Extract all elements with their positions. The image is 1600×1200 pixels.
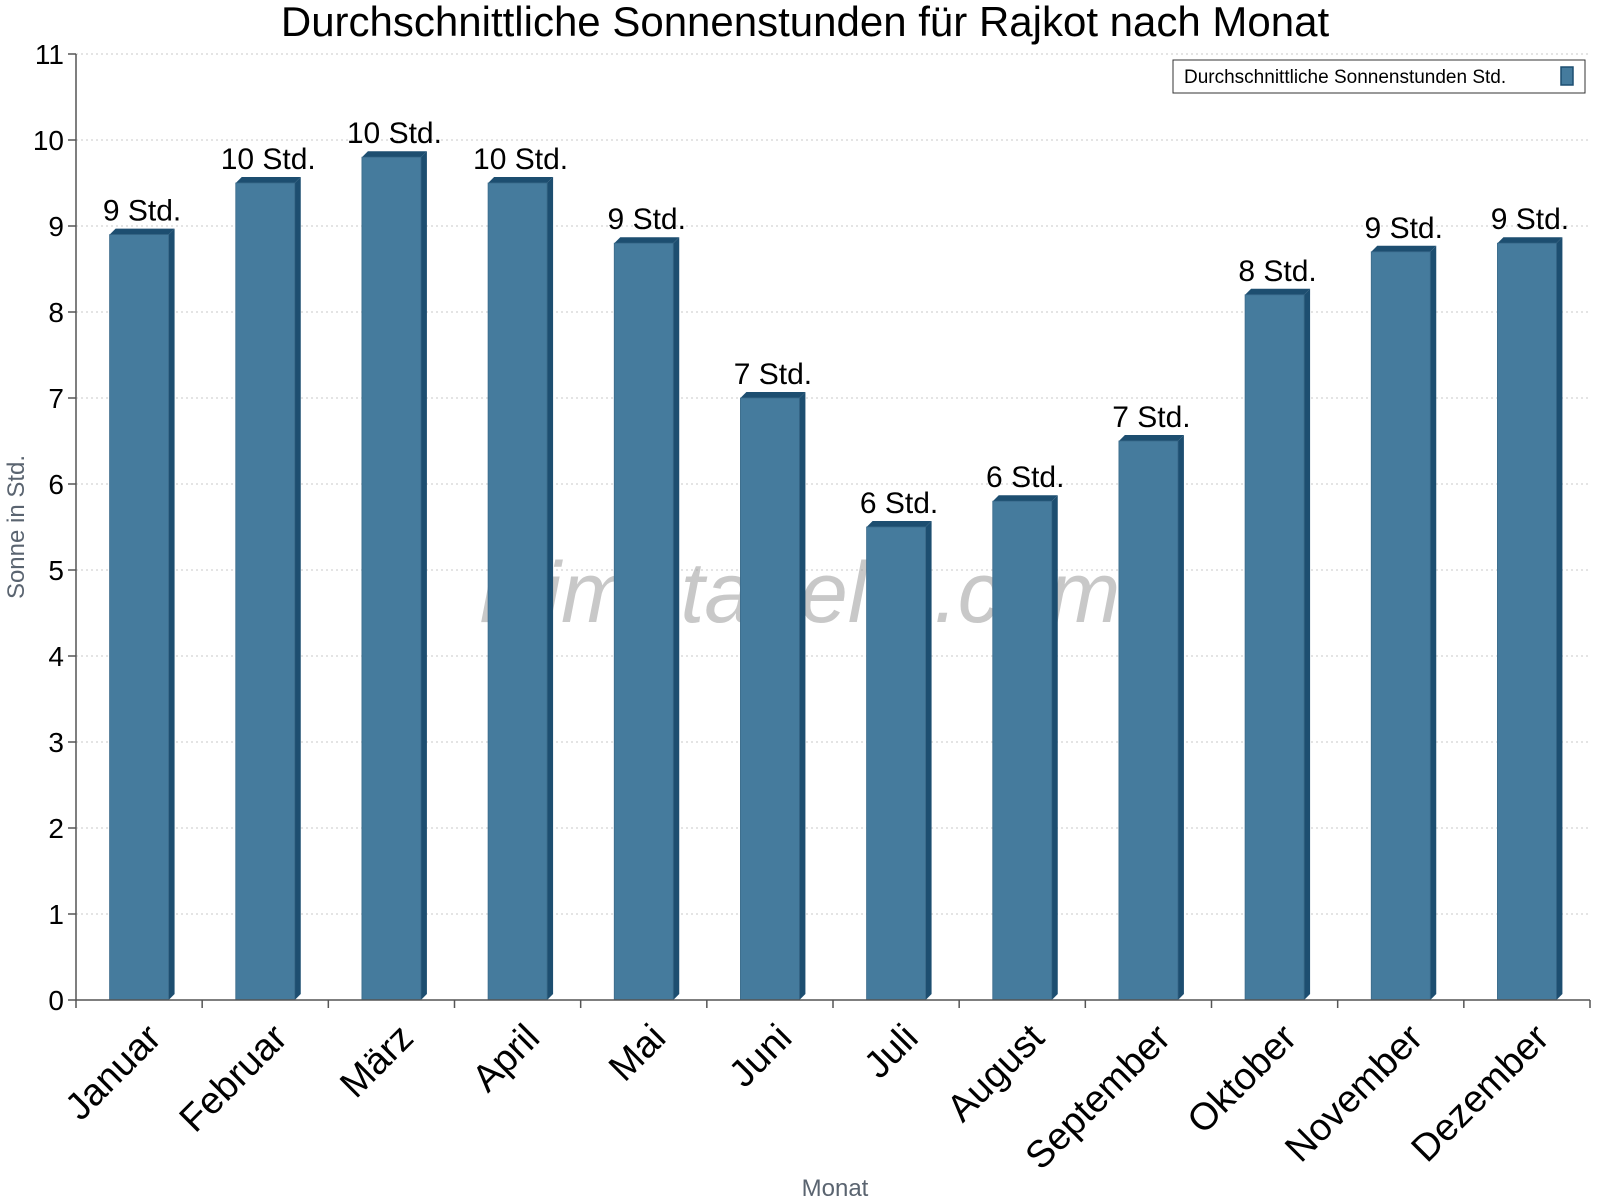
x-tick-label: Januar: [58, 1016, 170, 1128]
y-tick-label: 0: [48, 985, 64, 1016]
data-label: 9 Std.: [103, 195, 181, 228]
bar-top: [1371, 245, 1437, 252]
x-tick-label: Juni: [721, 1017, 800, 1096]
y-tick-label: 2: [48, 813, 64, 844]
bar: [1244, 288, 1311, 1001]
y-tick-labels: 0 1 2 3 4 5 6 7 8 9 10 11: [33, 39, 76, 1016]
bar-front: [1370, 251, 1431, 1001]
bar-side: [547, 177, 554, 1000]
data-label: 6 Std.: [986, 461, 1064, 494]
legend-label: Durchschnittliche Sonnenstunden Std.: [1184, 67, 1506, 88]
x-tick-label: Juli: [856, 1017, 926, 1087]
bar-front: [613, 242, 674, 1001]
bar-side: [168, 228, 175, 1001]
bar-top: [1118, 435, 1184, 441]
bar: [361, 151, 427, 1001]
x-tick-labels: Januar Februar März April Mai Juni Juli AugustS…: [58, 1000, 1591, 1178]
bar-top: [866, 521, 932, 527]
bar-front: [740, 397, 800, 1001]
bar-front: [1244, 294, 1305, 1001]
y-tick-label: 4: [48, 641, 64, 672]
chart-title: Durchschnittliche Sonnenstunden für Rajk…: [281, 0, 1330, 45]
bar-front: [109, 234, 169, 1001]
bar: [487, 177, 554, 1001]
bar-top: [740, 392, 806, 398]
y-tick-label: 1: [48, 899, 64, 930]
data-label: 10 Std.: [347, 117, 442, 150]
bar-side: [1177, 435, 1184, 1000]
bar-top: [614, 237, 680, 244]
bar-top: [109, 228, 175, 235]
bar-side: [799, 392, 806, 1000]
x-tick-label: Februar: [172, 1016, 296, 1140]
y-tick-label: 11: [35, 39, 64, 70]
y-tick-label: 7: [48, 383, 64, 414]
data-labels: 9 Std. 10 Std. 10 Std. 10 Std. 9 Std. 7 Std. 6…: [103, 117, 1569, 520]
legend-swatch: [1560, 66, 1574, 86]
data-label: 7 Std.: [1112, 401, 1190, 434]
data-label: 9 Std.: [1365, 212, 1443, 245]
bar-front: [1118, 440, 1179, 1001]
data-label: 9 Std.: [608, 203, 686, 236]
x-axis-title: Monat: [802, 1175, 869, 1200]
y-tick-label: 6: [48, 469, 64, 500]
bar: [1497, 237, 1563, 1001]
bar-front: [487, 182, 548, 1001]
bar-side: [1430, 245, 1437, 1001]
legend-box: [1172, 59, 1586, 94]
y-tick-label: 5: [48, 555, 64, 586]
bar-front: [1497, 242, 1557, 1001]
data-label: 6 Std.: [860, 487, 938, 520]
y-tick-label: 3: [48, 727, 64, 758]
y-tick-label: 10: [33, 125, 64, 156]
bar: [740, 392, 806, 1001]
bar: [992, 495, 1058, 1001]
bar-top: [488, 177, 554, 183]
bar: [1370, 245, 1437, 1001]
bar-front: [235, 182, 296, 1001]
bar-front: [866, 526, 926, 1001]
grid-lines: [76, 53, 1590, 915]
bar: [235, 177, 301, 1001]
bar-side: [673, 237, 680, 1000]
y-tick-label: 8: [48, 297, 64, 328]
bar: [1118, 435, 1184, 1001]
bars: [109, 151, 1563, 1001]
bar-front: [361, 156, 422, 1001]
x-tick-label: Dezember: [1404, 1016, 1558, 1170]
bar-front: [992, 500, 1053, 1001]
bar-side: [294, 177, 301, 1000]
bar-side: [1556, 237, 1563, 1000]
data-label: 8 Std.: [1238, 255, 1316, 288]
x-tick-label: April: [464, 1017, 547, 1100]
bar-side: [420, 151, 427, 1000]
data-label: 7 Std.: [734, 358, 812, 391]
bar-side: [925, 521, 932, 1000]
bar-top: [1245, 288, 1311, 295]
x-tick-label: August: [939, 1016, 1053, 1130]
bar: [866, 521, 932, 1001]
bar-side: [1051, 495, 1058, 1000]
bar-top: [235, 177, 301, 183]
x-tick-label: Mai: [601, 1017, 674, 1090]
axes: [75, 54, 1590, 1001]
y-axis-title: Sonne in Std.: [3, 455, 30, 599]
bar-top: [361, 151, 427, 158]
bar: [613, 237, 680, 1001]
data-label: 10 Std.: [221, 143, 316, 176]
bar: [109, 228, 175, 1001]
x-tick-label: Oktober: [1180, 1016, 1306, 1142]
bar-top: [992, 495, 1058, 502]
x-tick-label: März: [332, 1017, 421, 1106]
legend: Durchschnittliche Sonnenstunden Std.: [1172, 59, 1586, 94]
bar-side: [1304, 288, 1311, 1000]
data-label: 10 Std.: [473, 143, 568, 176]
x-tick-label: November: [1277, 1016, 1431, 1170]
bar-top: [1497, 237, 1563, 244]
y-tick-label: 9: [48, 211, 64, 242]
data-label: 9 Std.: [1491, 203, 1569, 236]
